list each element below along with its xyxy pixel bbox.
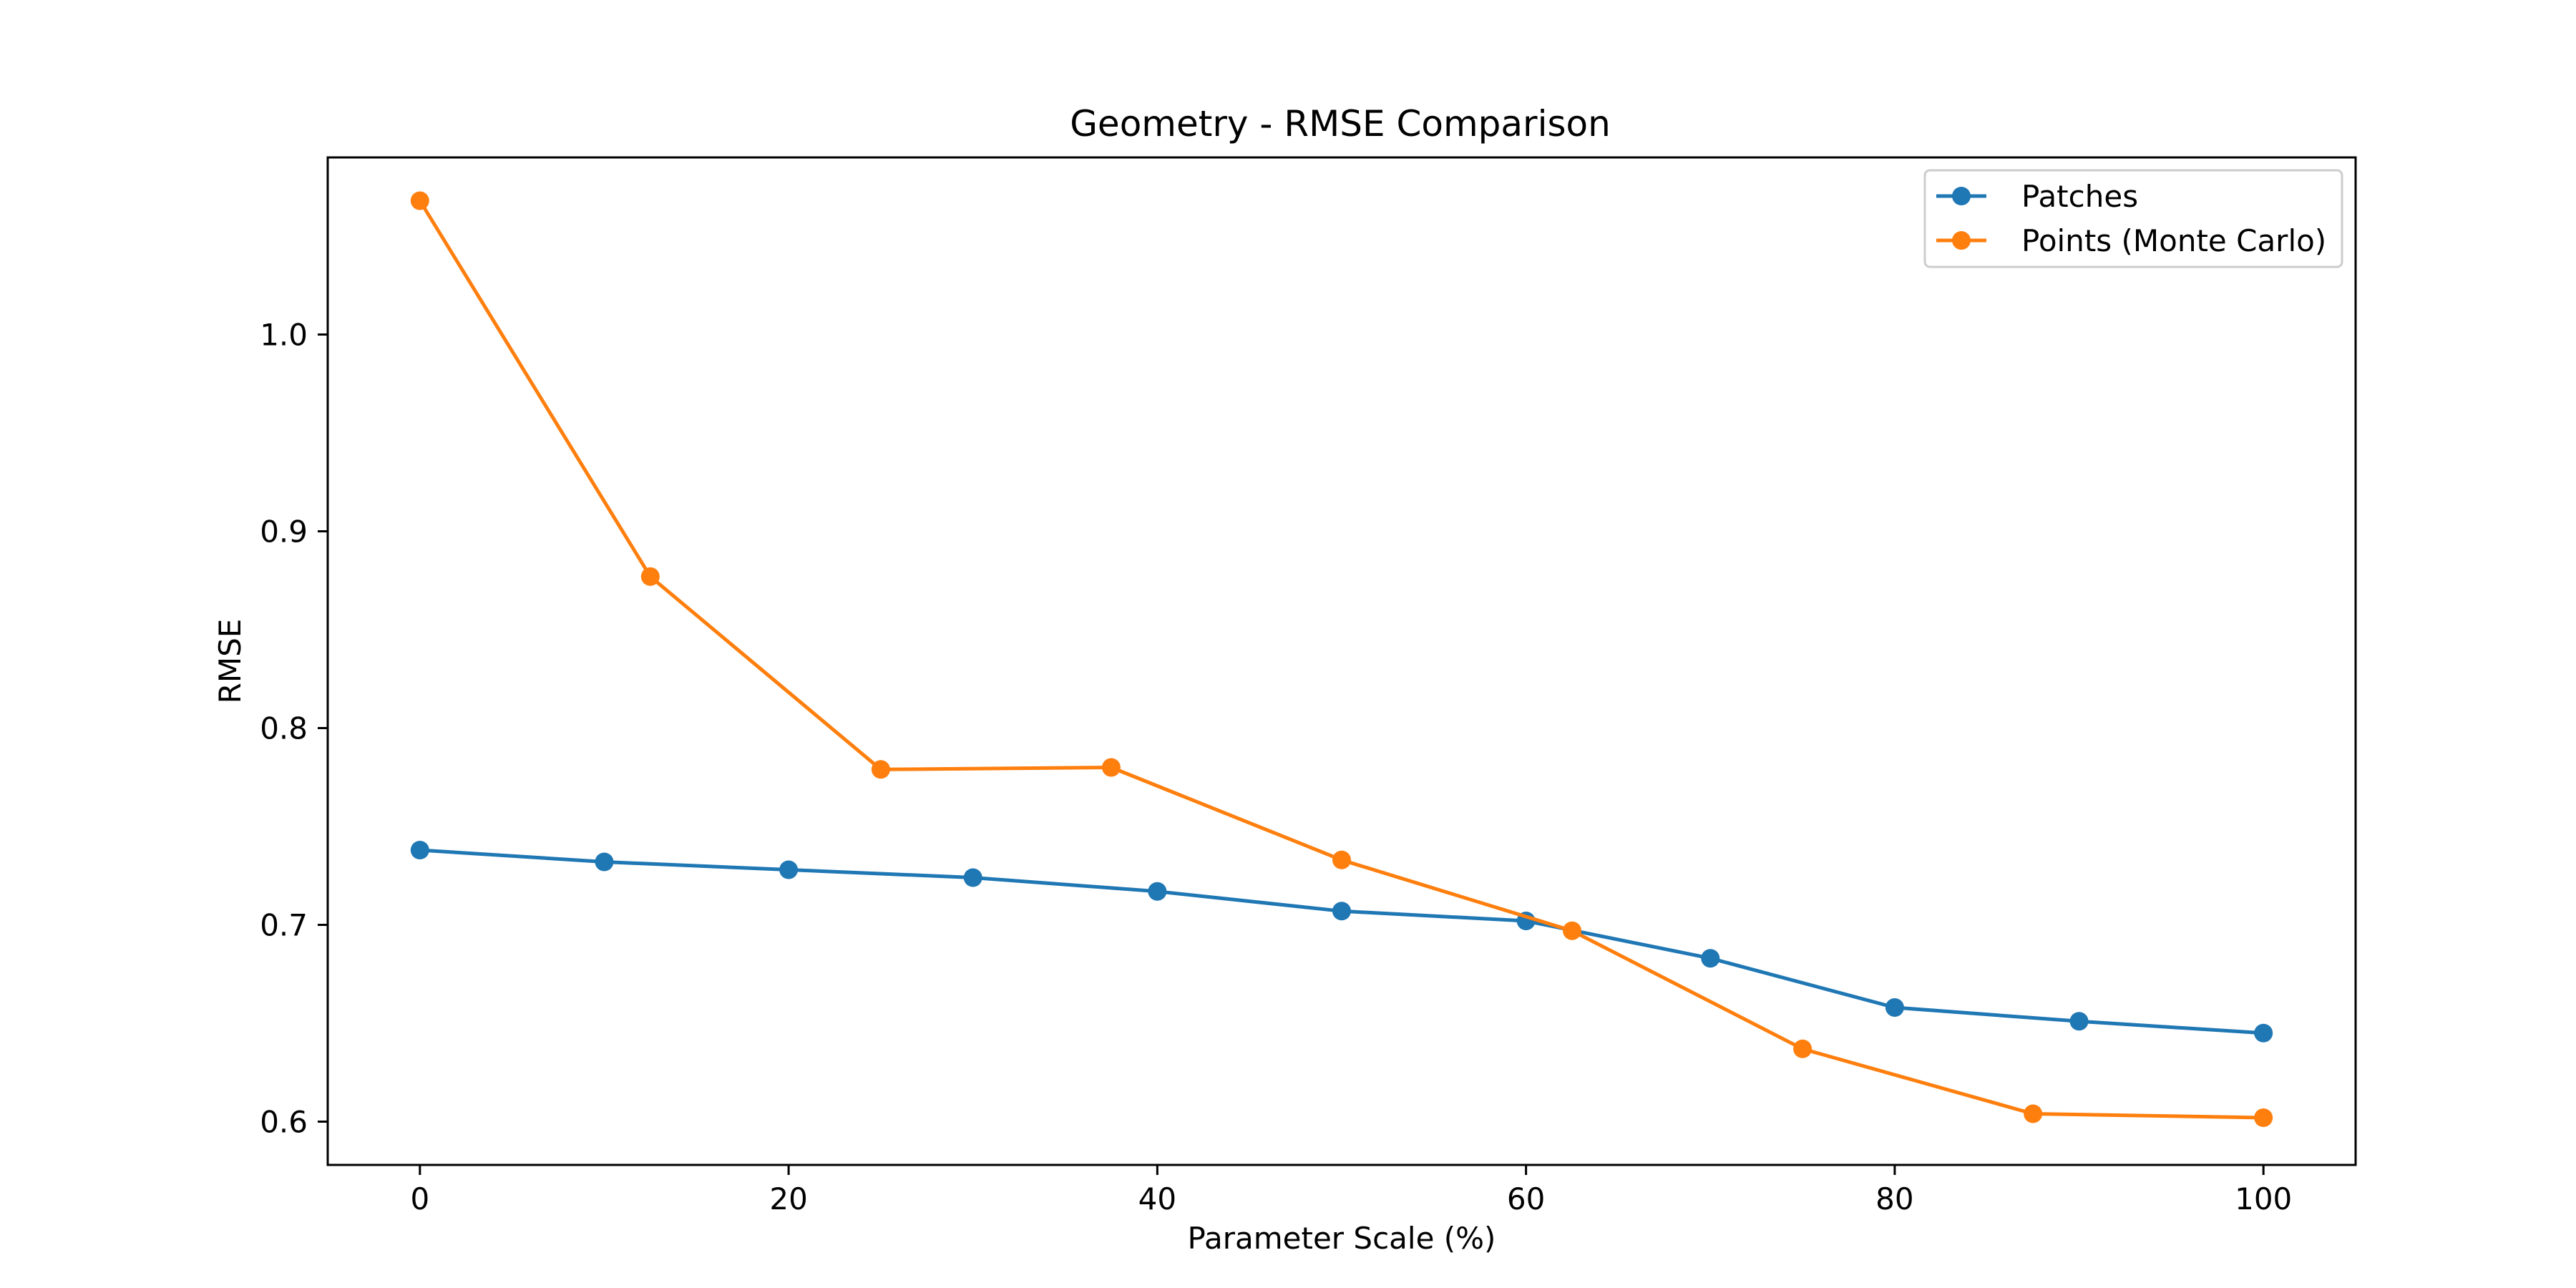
series-0: [410, 841, 2273, 1043]
data-point: [779, 860, 799, 879]
data-point: [410, 191, 429, 210]
legend-marker: [1952, 231, 1971, 250]
x-tick-label: 40: [1138, 1181, 1176, 1216]
data-point: [2254, 1023, 2273, 1043]
x-axis: 0 20 40 60 80 100: [410, 1165, 2292, 1216]
data-point: [1101, 758, 1121, 777]
plot-frame: [326, 156, 2357, 1166]
legend-marker: [1952, 187, 1971, 205]
x-tick-label: 80: [1875, 1181, 1913, 1216]
data-point: [1332, 850, 1351, 869]
data-point: [1885, 998, 1904, 1017]
y-axis: 0.6 0.7 0.8 0.9 1.0: [260, 318, 328, 1140]
data-point: [410, 841, 429, 859]
data-point: [1148, 882, 1167, 901]
data-point: [2069, 1012, 2089, 1031]
y-axis-label: RMSE: [213, 619, 248, 704]
x-tick-label: 20: [769, 1181, 807, 1216]
y-tick-label: 0.9: [260, 514, 308, 550]
x-axis-label: Parameter Scale (%): [1188, 1221, 1496, 1256]
x-tick-label: 100: [2235, 1181, 2292, 1216]
y-tick-label: 0.6: [260, 1105, 308, 1140]
data-point: [2254, 1108, 2273, 1127]
legend-label: Points (Monte Carlo): [2021, 223, 2326, 258]
data-point: [2024, 1104, 2043, 1123]
y-tick-label: 1.0: [260, 318, 308, 353]
y-tick-label: 0.7: [260, 908, 308, 943]
data-point: [1701, 949, 1720, 968]
data-point: [963, 868, 982, 887]
data-point: [1332, 902, 1351, 921]
data-point: [595, 852, 614, 872]
data-point: [1563, 921, 1582, 940]
legend: Patches Points (Monte Carlo): [1923, 169, 2343, 268]
y-tick-label: 0.8: [260, 711, 308, 746]
plot-area: [410, 191, 2273, 1127]
legend-label: Patches: [2021, 179, 2138, 214]
legend-box: [1923, 169, 2343, 268]
chart-title: Geometry - RMSE Comparison: [1070, 103, 1611, 145]
data-point: [1793, 1039, 1813, 1058]
data-point: [640, 567, 660, 586]
x-tick-label: 60: [1507, 1181, 1545, 1216]
data-point: [871, 760, 890, 779]
series-1: [410, 191, 2273, 1127]
x-tick-label: 0: [410, 1181, 429, 1216]
